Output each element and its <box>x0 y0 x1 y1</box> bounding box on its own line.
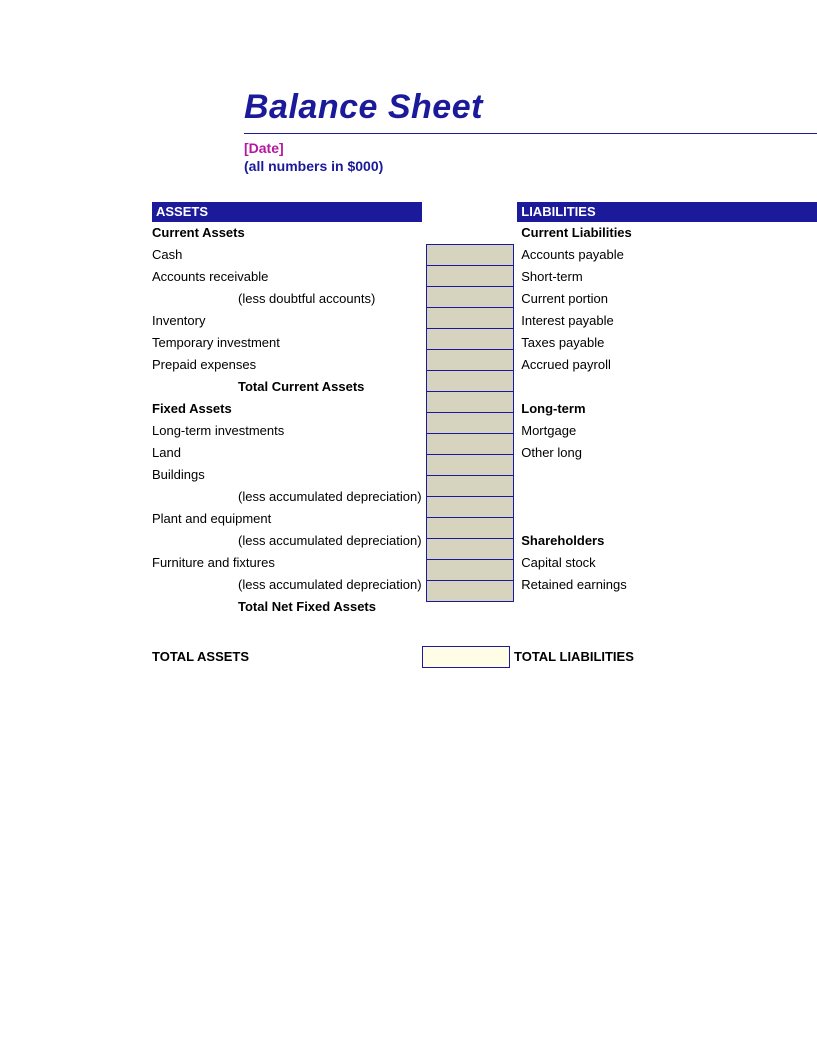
value-input[interactable] <box>426 265 514 287</box>
assets-labels-column: ASSETS Current Assets Cash Accounts rece… <box>152 202 422 618</box>
value-input[interactable] <box>426 286 514 308</box>
liability-row-label: Accounts payable <box>517 244 817 266</box>
liability-row-label: Mortgage <box>517 420 817 442</box>
value-input[interactable] <box>426 307 514 329</box>
meta-block: [Date] (all numbers in $000) <box>244 140 817 174</box>
asset-row-label: Temporary investment <box>152 332 422 354</box>
asset-row-label: Plant and equipment <box>152 508 422 530</box>
value-input[interactable] <box>426 475 514 497</box>
liability-row-label: Interest payable <box>517 310 817 332</box>
liability-row-label: Short-term <box>517 266 817 288</box>
asset-row-label: (less accumulated depreciation) <box>152 530 422 552</box>
value-input[interactable] <box>426 454 514 476</box>
liability-row-label: Accrued payroll <box>517 354 817 376</box>
assets-section-header: ASSETS <box>152 202 422 222</box>
balance-sheet-document: Balance Sheet [Date] (all numbers in $00… <box>0 0 817 668</box>
asset-row-label: (less accumulated depreciation) <box>152 574 422 596</box>
fixed-assets-total-label: Total Net Fixed Assets <box>152 596 422 618</box>
liability-row-label: Taxes payable <box>517 332 817 354</box>
value-input[interactable] <box>426 244 514 266</box>
liability-row-label: Capital stock <box>517 552 817 574</box>
units-note: (all numbers in $000) <box>244 158 817 174</box>
asset-row-label: Long-term investments <box>152 420 422 442</box>
spacer <box>517 508 817 530</box>
columns-container: ASSETS Current Assets Cash Accounts rece… <box>0 202 817 618</box>
liability-row-label: Current portion <box>517 288 817 310</box>
asset-row-label: Buildings <box>152 464 422 486</box>
value-input[interactable] <box>426 328 514 350</box>
asset-row-label: Furniture and fixtures <box>152 552 422 574</box>
asset-row-label: Prepaid expenses <box>152 354 422 376</box>
spacer <box>517 486 817 508</box>
value-input[interactable] <box>426 580 514 602</box>
value-spacer <box>426 202 514 222</box>
value-spacer <box>426 222 514 244</box>
liabilities-section-header: LIABILITIES <box>517 202 817 222</box>
liabilities-column: LIABILITIES Current Liabilities Accounts… <box>517 202 817 596</box>
current-assets-heading: Current Assets <box>152 222 422 244</box>
page-title: Balance Sheet <box>244 88 817 127</box>
liability-row-label: Retained earnings <box>517 574 817 596</box>
asset-row-label: Accounts receivable <box>152 266 422 288</box>
asset-row-label: Land <box>152 442 422 464</box>
current-liabilities-heading: Current Liabilities <box>517 222 817 244</box>
value-input[interactable] <box>426 433 514 455</box>
total-assets-value[interactable] <box>422 646 510 668</box>
total-liabilities-label: TOTAL LIABILITIES <box>510 646 634 668</box>
fixed-assets-heading: Fixed Assets <box>152 398 422 420</box>
value-input[interactable] <box>426 391 514 413</box>
asset-row-label: (less doubtful accounts) <box>152 288 422 310</box>
value-input[interactable] <box>426 517 514 539</box>
longterm-liabilities-heading: Long-term <box>517 398 817 420</box>
assets-values-column <box>426 202 514 602</box>
value-input[interactable] <box>426 412 514 434</box>
value-input[interactable] <box>426 496 514 518</box>
liability-row-label: Other long <box>517 442 817 464</box>
value-input[interactable] <box>426 349 514 371</box>
value-input[interactable] <box>426 559 514 581</box>
asset-row-label: Cash <box>152 244 422 266</box>
asset-row-label: (less accumulated depreciation) <box>152 486 422 508</box>
grand-total-row: TOTAL ASSETS TOTAL LIABILITIES <box>0 646 817 668</box>
total-assets-label: TOTAL ASSETS <box>152 646 422 668</box>
title-underline <box>244 133 817 134</box>
shareholders-heading: Shareholders <box>517 530 817 552</box>
spacer <box>517 376 817 398</box>
value-input[interactable] <box>426 538 514 560</box>
current-assets-total-label: Total Current Assets <box>152 376 422 398</box>
asset-row-label: Inventory <box>152 310 422 332</box>
value-input[interactable] <box>426 370 514 392</box>
date-placeholder: [Date] <box>244 140 817 156</box>
spacer <box>517 464 817 486</box>
